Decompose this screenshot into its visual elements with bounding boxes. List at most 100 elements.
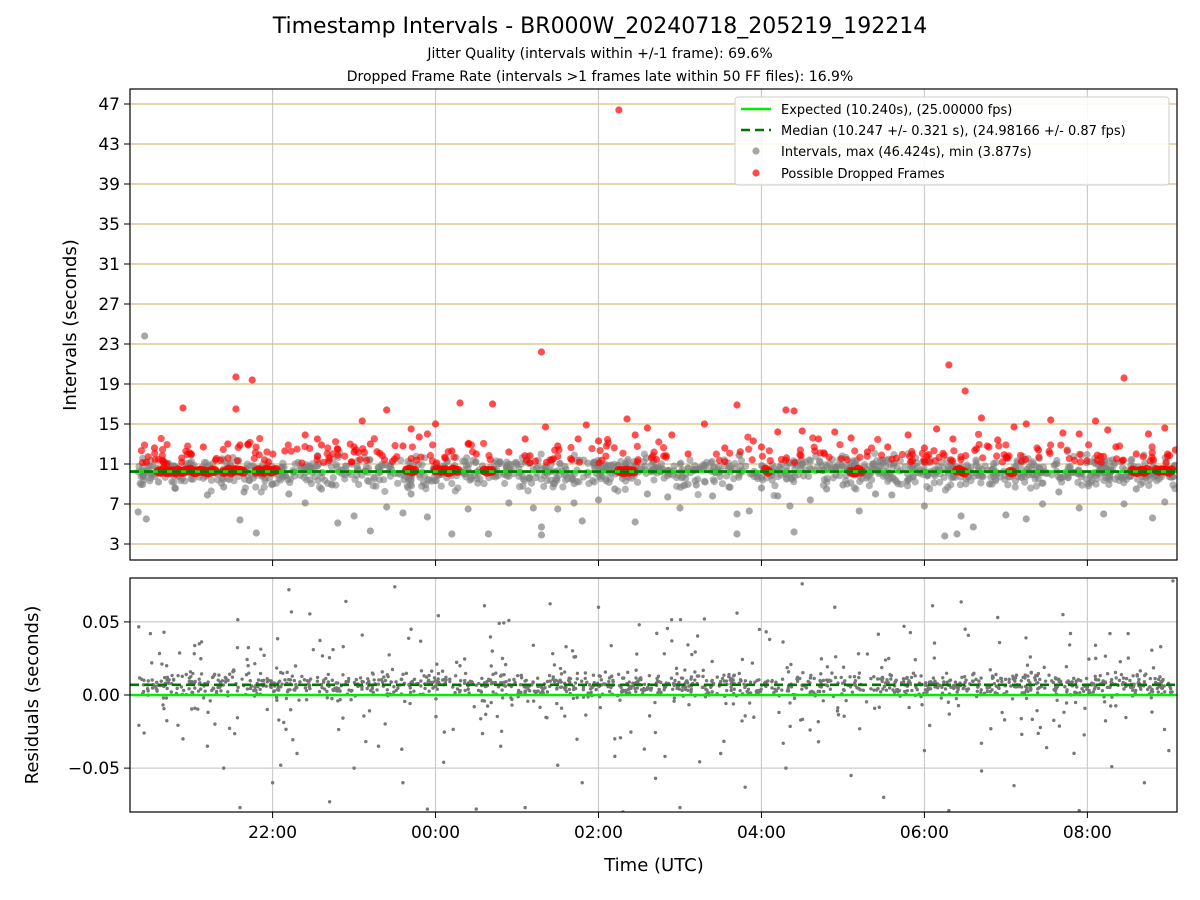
- residual-point: [247, 671, 251, 675]
- residual-point: [562, 670, 567, 674]
- interval-point: [363, 477, 372, 485]
- residual-point: [164, 696, 169, 700]
- interval-point: [381, 487, 389, 496]
- residual-point: [137, 676, 142, 680]
- interval-point: [839, 481, 847, 489]
- residual-point: [259, 647, 263, 651]
- dropped-point: [429, 441, 437, 449]
- residual-point: [910, 688, 914, 693]
- residual-point: [757, 627, 762, 632]
- interval-point: [774, 492, 782, 500]
- residual-point: [999, 676, 1004, 681]
- residual-point: [880, 665, 884, 670]
- residual-point: [1091, 690, 1096, 694]
- residual-point: [705, 688, 709, 692]
- residual-point: [882, 684, 887, 689]
- dropped-point: [450, 453, 458, 461]
- residual-point: [434, 714, 438, 719]
- residual-point: [1080, 687, 1084, 691]
- residual-point: [1067, 643, 1072, 647]
- interval-point: [366, 527, 374, 535]
- residual-point: [199, 672, 204, 676]
- interval-point: [694, 490, 702, 499]
- residual-point: [647, 673, 652, 678]
- residual-point: [620, 688, 625, 693]
- dropped-point: [798, 427, 806, 435]
- dropped-point: [505, 448, 513, 456]
- residual-point: [408, 690, 413, 695]
- interval-point: [641, 462, 649, 470]
- residual-point: [911, 671, 916, 675]
- interval-point: [394, 479, 402, 487]
- dropped-point: [774, 428, 782, 436]
- interval-point: [1075, 504, 1083, 512]
- interval-point: [901, 463, 909, 471]
- dropped-point: [647, 454, 656, 462]
- residual-point: [235, 716, 240, 720]
- dropped-point: [907, 458, 915, 466]
- residual-point: [996, 679, 1000, 683]
- dropped-point: [892, 454, 901, 462]
- residual-point: [1138, 669, 1143, 673]
- interval-point: [1171, 484, 1177, 493]
- interval-point: [1133, 475, 1142, 483]
- residual-point: [926, 686, 930, 691]
- residual-point: [780, 677, 785, 681]
- residual-point: [772, 690, 776, 695]
- residual-point: [146, 689, 150, 693]
- interval-point: [496, 460, 504, 468]
- residual-point: [1084, 676, 1089, 681]
- legend: Expected (10.240s), (25.00000 fps) Median…: [734, 96, 1170, 186]
- residual-point: [936, 686, 940, 690]
- residual-point: [160, 662, 164, 666]
- residual-point: [598, 705, 602, 710]
- residual-point: [594, 687, 598, 692]
- residual-point: [757, 678, 761, 682]
- residual-point: [670, 687, 675, 691]
- residual-point: [199, 640, 204, 644]
- residual-point: [808, 728, 812, 732]
- interval-point: [459, 457, 467, 465]
- interval-point: [353, 471, 361, 479]
- residual-point: [248, 679, 252, 683]
- residual-point: [939, 696, 943, 700]
- residual-point: [545, 679, 550, 684]
- residual-point: [1150, 710, 1154, 714]
- residual-point: [564, 644, 568, 649]
- residual-point: [822, 689, 826, 694]
- dropped-point: [643, 424, 651, 432]
- residual-point: [1139, 687, 1143, 691]
- residual-point: [531, 699, 536, 703]
- residual-point: [817, 689, 822, 694]
- residual-point: [732, 687, 736, 691]
- residual-point: [619, 685, 623, 689]
- residual-point: [635, 686, 640, 690]
- residuals-xtick-label-2: 02:00: [574, 823, 623, 843]
- interval-point: [722, 472, 731, 480]
- residual-point: [785, 665, 789, 670]
- dropped-point: [791, 458, 799, 467]
- residual-point: [596, 605, 601, 609]
- residual-point: [892, 690, 897, 695]
- dropped-point: [331, 438, 340, 446]
- residual-point: [254, 688, 258, 693]
- residual-point: [557, 680, 561, 684]
- interval-point: [471, 471, 479, 480]
- interval-point: [602, 475, 610, 483]
- interval-point: [168, 478, 176, 486]
- dropped-point: [1141, 464, 1152, 475]
- residuals-ytick-label-1: 0.00: [82, 686, 120, 706]
- interval-point: [610, 460, 618, 468]
- residual-point: [484, 712, 488, 717]
- residual-point: [543, 686, 547, 690]
- intervals-ytick-label-4: 19: [98, 375, 120, 395]
- residual-point: [680, 688, 684, 693]
- residual-point: [455, 687, 460, 691]
- dropped-point: [423, 430, 431, 438]
- legend-entry-2: Intervals, max (46.424s), min (3.877s): [781, 145, 1032, 160]
- dropped-point: [1005, 452, 1013, 460]
- residual-point: [432, 676, 437, 680]
- residual-point: [298, 680, 302, 684]
- residual-point: [551, 675, 555, 679]
- residual-point: [219, 689, 223, 693]
